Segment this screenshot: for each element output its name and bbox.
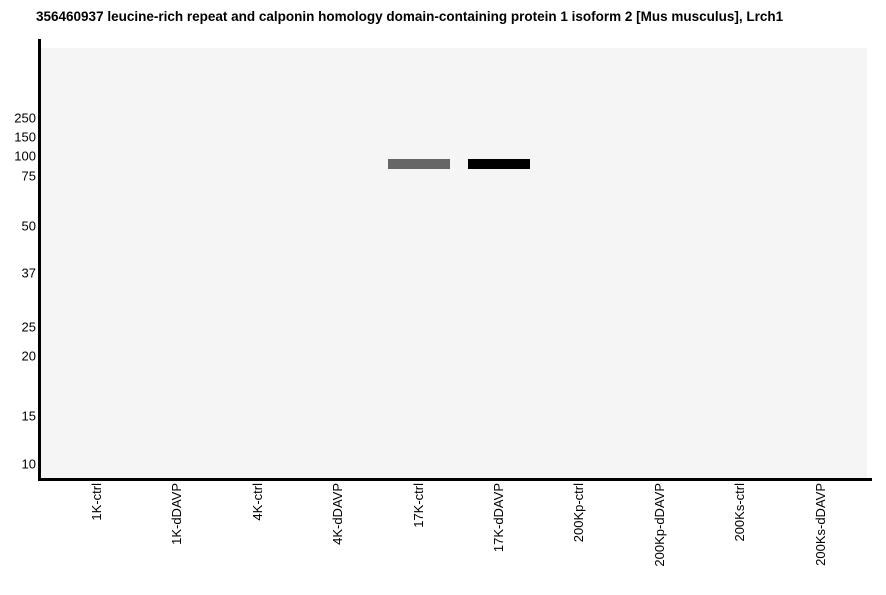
y-tick-label: 150 xyxy=(14,129,36,145)
y-tick-label: 250 xyxy=(14,110,36,126)
x-lane-label: 17K-dDAVP xyxy=(491,483,506,553)
x-lane-label: 4K-dDAVP xyxy=(330,483,346,545)
x-lane-label: 1K-dDAVP xyxy=(169,483,185,545)
plot-area xyxy=(41,48,867,478)
y-axis-line xyxy=(38,39,41,481)
y-tick-label: 15 xyxy=(21,408,36,424)
y-tick-label: 50 xyxy=(21,218,36,234)
gel-band xyxy=(387,159,450,169)
x-lane-label: 200Ks-ctrl xyxy=(732,483,748,542)
x-lane-label: 200Ks-dDAVP xyxy=(812,483,828,566)
x-lane-label: 200Kp-dDAVP xyxy=(651,483,667,567)
y-tick-label: 100 xyxy=(14,148,36,164)
y-tick-label: 75 xyxy=(21,168,36,184)
figure-title: 356460937 leucine-rich repeat and calpon… xyxy=(36,9,784,24)
x-lane-label: 4K-ctrl xyxy=(249,483,265,521)
y-tick-label: 25 xyxy=(21,319,36,335)
x-lane-label: 17K-ctrl xyxy=(410,483,426,528)
gel-band xyxy=(468,159,530,169)
x-axis-line xyxy=(38,478,872,481)
y-tick-label: 10 xyxy=(21,456,36,472)
y-tick-label: 20 xyxy=(21,348,36,364)
x-lane-label: 200Kp-ctrl xyxy=(571,483,587,543)
x-lane-label: 1K-ctrl xyxy=(89,483,104,521)
y-tick-label: 37 xyxy=(21,265,36,281)
